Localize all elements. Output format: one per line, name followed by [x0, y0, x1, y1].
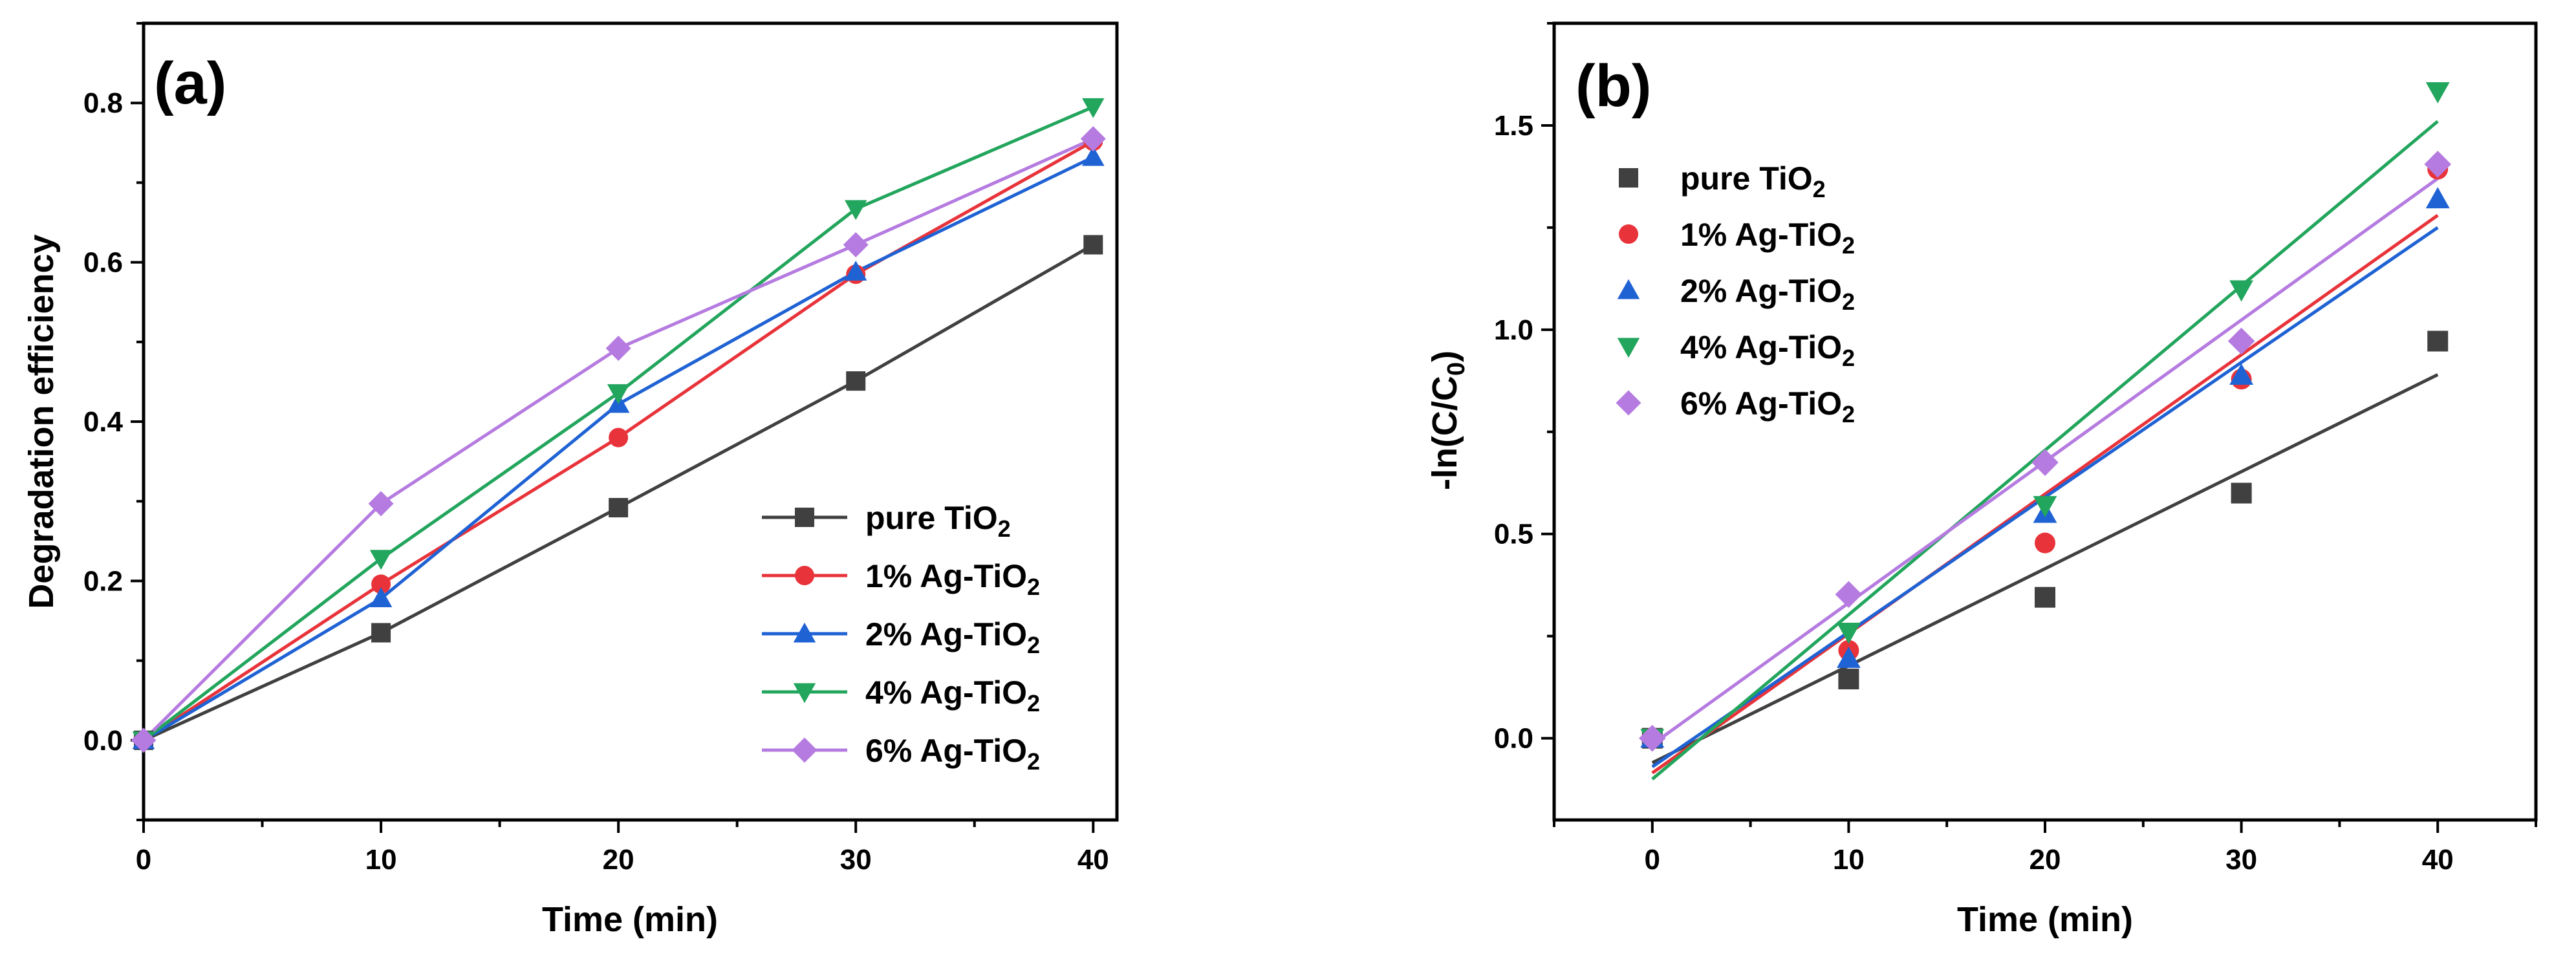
panel-a-data-point: [605, 336, 631, 361]
panel-b-data-point: [1838, 669, 1859, 690]
panel-a-ticks: 0 10 20 30 40 0.0 0.2 0.4 0.6 0.8: [83, 22, 1109, 876]
panel-b-legend-marker: [1617, 338, 1640, 358]
panel-b-legend-marker: [1617, 279, 1640, 299]
panel-a-y-tick-label: 0.6: [83, 247, 123, 279]
panel-a-x-tick-label: 30: [840, 844, 872, 876]
panel-a-data-point: [1082, 98, 1105, 118]
panel-b-data-point: [2033, 496, 2057, 517]
panel-a-label: (a): [154, 50, 226, 116]
panel-a-x-axis-label: Time (min): [542, 900, 718, 939]
panel-a-legend-marker: [793, 622, 816, 643]
panel-a-legend-entry: pure TiO2: [865, 500, 1011, 542]
panel-b-legend: pure TiO2 1% Ag-TiO2 2% Ag-TiO2 4% Ag-TiO2 6…: [1616, 160, 1855, 427]
panel-b-series-markers: [1639, 82, 2451, 752]
panel-b-ticks: 0 10 20 30 40 0.0 0.5 1.0 1.5: [1494, 22, 2537, 876]
panel-a-legend-marker: [795, 508, 814, 527]
panel-b-y-axis-label: -ln(C/C0): [1425, 350, 1470, 490]
panel-b-data-point: [2035, 532, 2055, 554]
panel-b-data-point: [1837, 622, 1861, 644]
panel-a-data-point: [607, 384, 630, 404]
panel-b-x-tick-label: 0: [1645, 844, 1660, 876]
panel-a-series-line: [142, 155, 1094, 742]
panel-a-data-point: [609, 498, 629, 518]
panel-a-data-point: [369, 550, 393, 570]
panel-a-series-markers: [131, 98, 1106, 753]
panel-b-data-point: [2424, 151, 2451, 178]
panel-b-data-point: [2427, 330, 2449, 352]
panel-a-legend: pure TiO2 1% Ag-TiO2 2% Ag-TiO2 4% Ag-TiO2 6…: [762, 500, 1040, 775]
panel-b-data-point: [1639, 724, 1666, 752]
panel-a-y-tick-label: 0.0: [83, 725, 123, 757]
panel-b-x-tick-label: 40: [2422, 844, 2454, 876]
panel-b-data-point: [2425, 82, 2450, 103]
panel-b-legend-marker: [1619, 224, 1638, 244]
panel-a-y-tick-label: 0.8: [83, 87, 123, 119]
panel-b-data-point: [2425, 187, 2450, 209]
panel-b-legend-marker: [1619, 168, 1638, 188]
panel-a-x-tick-label: 40: [1077, 844, 1109, 876]
panel-a-legend-marker: [792, 737, 817, 763]
panel-b-data-point: [2035, 587, 2055, 608]
panel-a-data-point: [1080, 126, 1106, 152]
panel-b-x-tick-label: 20: [2029, 844, 2061, 876]
panel-a-data-point: [368, 491, 394, 517]
panel-b-data-point: [1837, 647, 1861, 668]
panel-a-data-point: [609, 427, 629, 447]
panel-a-data-point: [371, 623, 391, 643]
panel-b-y-tick-label: 1.0: [1494, 314, 1533, 346]
panel-a-data-point: [369, 587, 393, 608]
panel-a-legend-marker: [795, 566, 814, 585]
panel-b-data-point: [2231, 482, 2252, 504]
panel-a-data-point: [844, 200, 867, 221]
panel-b-data-point: [1835, 581, 1863, 609]
panel-a-legend-entry: 4% Ag-TiO2: [865, 674, 1040, 717]
panel-b-label: (b): [1575, 53, 1651, 119]
panel-a-data-point: [843, 232, 869, 257]
panel-b-fit-line: [1651, 373, 2439, 764]
panel-a-y-tick-label: 0.2: [83, 565, 123, 597]
panel-b-plot-frame: [1552, 21, 2538, 822]
panel-b-legend-entry: pure TiO2: [1680, 160, 1826, 202]
panel-a-series-line: [142, 243, 1094, 742]
panel-b-legend-entry: 2% Ag-TiO2: [1680, 273, 1855, 315]
panel-a-data-point: [1083, 235, 1103, 255]
panel-a-data-point: [844, 261, 867, 281]
panel-b-legend-marker: [1616, 390, 1641, 416]
panel-b-data-point: [2031, 449, 2059, 476]
panel-b-legend-entry: 4% Ag-TiO2: [1680, 329, 1855, 371]
panel-b-legend-entry: 1% Ag-TiO2: [1680, 217, 1855, 259]
panel-a-legend-entry: 6% Ag-TiO2: [865, 733, 1040, 775]
panel-b-x-axis-label: Time (min): [1957, 900, 2133, 939]
panel-b-data-point: [2227, 327, 2255, 355]
panel-a-data-point: [846, 371, 866, 391]
panel-b-legend-entry: 6% Ag-TiO2: [1680, 385, 1855, 427]
panel-a-y-tick-label: 0.4: [83, 406, 124, 438]
panel-a-y-axis-label: Degradation efficiency: [22, 234, 61, 609]
panel-b-fit-line: [1651, 213, 2439, 775]
panel-b-y-tick-label: 0.0: [1494, 723, 1533, 755]
panel-a-x-tick-label: 0: [136, 844, 151, 876]
panel-b-y-tick-label: 0.5: [1494, 519, 1533, 550]
panel-a-x-tick-label: 10: [365, 844, 397, 876]
panel-a-legend-entry: 1% Ag-TiO2: [865, 558, 1040, 600]
panel-b-x-tick-label: 10: [1833, 844, 1865, 876]
panel-b-x-tick-label: 30: [2225, 844, 2257, 876]
panel-a-data-point: [1082, 145, 1105, 166]
panel-b-kinetics-chart: 0 10 20 30 40 0.0 0.5 1.0 1.5 (b) Time (min) -ln…: [1425, 21, 2538, 939]
panel-a-data-point: [131, 727, 157, 753]
panel-a-legend-entry: 2% Ag-TiO2: [865, 616, 1040, 658]
panel-a-legend-marker: [793, 683, 816, 704]
panel-a-x-tick-label: 20: [603, 844, 634, 876]
panel-a-data-point: [371, 574, 391, 594]
panel-b-data-point: [2229, 363, 2253, 385]
panel-a-degradation-efficiency-chart: 0 10 20 30 400.00.20.40.60.8 (a) Time (min) …: [22, 21, 1119, 939]
panel-b-y-tick-label: 1.5: [1494, 110, 1533, 142]
panel-b-data-point: [2229, 280, 2253, 302]
